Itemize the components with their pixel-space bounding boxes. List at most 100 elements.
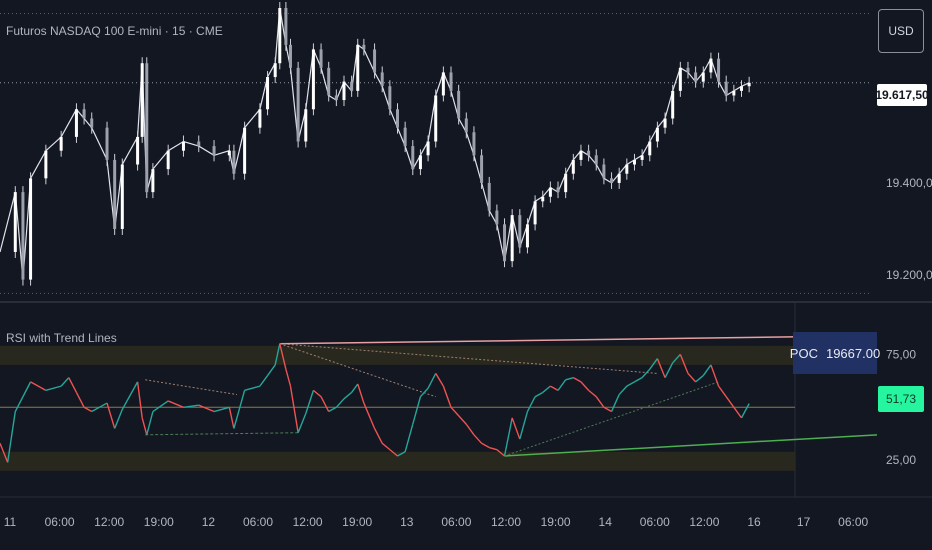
price-candle xyxy=(426,141,430,156)
rsi-segment xyxy=(213,406,230,413)
price-candle xyxy=(518,215,522,248)
price-candle xyxy=(59,136,63,151)
rsi-segment xyxy=(649,358,658,370)
price-candle xyxy=(266,77,270,110)
price-candle xyxy=(362,44,366,50)
rsi-trendline-dashed-5 xyxy=(145,379,238,396)
time-axis-tick: 17 xyxy=(797,515,811,529)
rsi-segment xyxy=(610,394,620,412)
rsi-segment xyxy=(167,400,184,408)
rsi-segment xyxy=(511,417,521,440)
rsi-segment xyxy=(496,449,505,457)
price-candle xyxy=(311,49,315,110)
price-candle xyxy=(617,173,621,183)
price-candle xyxy=(648,141,652,156)
price-candle xyxy=(258,109,262,128)
rsi-segment xyxy=(60,377,70,387)
price-candle xyxy=(732,90,736,96)
rsi-segment xyxy=(45,385,62,392)
rsi-segment xyxy=(305,390,315,414)
price-candle xyxy=(418,155,422,170)
time-axis-tick: 12:00 xyxy=(689,515,719,529)
price-candle xyxy=(709,58,713,73)
price-candle xyxy=(13,192,17,252)
rsi-segment xyxy=(641,368,651,379)
price-candle xyxy=(525,224,529,248)
rsi-segment xyxy=(373,428,383,444)
price-candle xyxy=(579,150,583,160)
rsi-trendline-dashed-3 xyxy=(279,343,436,398)
rsi-segment xyxy=(687,372,697,383)
rsi-segment xyxy=(312,389,322,398)
rsi-segment xyxy=(198,404,215,413)
rsi-segment xyxy=(435,373,444,387)
rsi-segment xyxy=(442,385,452,408)
rsi-segment xyxy=(595,396,605,408)
rsi-segment xyxy=(397,451,406,457)
rsi-segment xyxy=(141,417,148,436)
price-candle xyxy=(319,49,323,68)
rsi-segment xyxy=(285,368,292,387)
price-candle xyxy=(610,178,614,183)
rsi-segment xyxy=(481,442,490,449)
rsi-segment xyxy=(565,376,574,381)
price-candle xyxy=(403,127,407,147)
currency-button[interactable]: USD xyxy=(878,9,924,53)
time-axis-tick: 14 xyxy=(599,515,613,529)
rsi-segment xyxy=(228,407,235,429)
rsi-segment xyxy=(717,385,727,398)
price-candle xyxy=(140,63,144,137)
price-candle xyxy=(373,49,377,73)
price-candle xyxy=(273,63,277,78)
rsi-trendline-dashed-1 xyxy=(145,432,299,436)
rsi-segment xyxy=(6,411,16,463)
time-axis-tick: 12 xyxy=(202,515,216,529)
time-axis-tick: 16 xyxy=(747,515,761,529)
price-candle xyxy=(480,155,484,183)
rsi-segment xyxy=(427,373,437,389)
rsi-trendline-resistance xyxy=(279,335,878,345)
price-candle xyxy=(717,58,721,82)
rsi-segment xyxy=(146,411,154,436)
rsi-title: RSI with Trend Lines xyxy=(6,331,117,345)
rsi-segment xyxy=(725,396,735,408)
rsi-segment xyxy=(233,390,246,429)
rsi-segment xyxy=(335,398,345,408)
price-candle xyxy=(243,127,247,174)
price-candle xyxy=(434,95,438,142)
rsi-segment xyxy=(404,424,414,452)
rsi-segment xyxy=(679,354,689,374)
price-candle xyxy=(74,109,78,137)
rsi-trendline-support xyxy=(504,434,878,457)
rsi-segment xyxy=(710,364,720,387)
price-candle xyxy=(510,215,514,262)
rsi-segment xyxy=(114,409,123,429)
rsi-segment xyxy=(702,364,712,376)
rsi-segment xyxy=(75,392,85,408)
rsi-segment xyxy=(526,396,536,412)
current-price-label: 19.617,50 xyxy=(875,84,929,106)
price-candle xyxy=(503,224,507,262)
poc-box: POC 19667.00 xyxy=(790,332,880,374)
price-candle xyxy=(197,141,201,147)
price-candle xyxy=(212,146,216,156)
rsi-segment xyxy=(14,381,32,412)
price-candle xyxy=(457,90,461,119)
price-candle xyxy=(701,72,705,82)
rsi-segment xyxy=(328,406,337,413)
rsi-segment xyxy=(412,396,422,425)
price-candle xyxy=(541,196,545,202)
price-candle xyxy=(533,201,537,225)
price-candle xyxy=(388,86,392,110)
rsi-segment xyxy=(30,381,47,391)
price-candle xyxy=(472,132,476,156)
rsi-segment xyxy=(695,374,704,383)
rsi-segment xyxy=(266,364,276,376)
rsi-segment xyxy=(503,417,513,457)
rsi-segment xyxy=(519,411,529,440)
price-candle xyxy=(113,159,117,229)
rsi-segment xyxy=(363,402,376,429)
rsi-segment xyxy=(106,402,116,429)
price-candle xyxy=(166,150,170,170)
